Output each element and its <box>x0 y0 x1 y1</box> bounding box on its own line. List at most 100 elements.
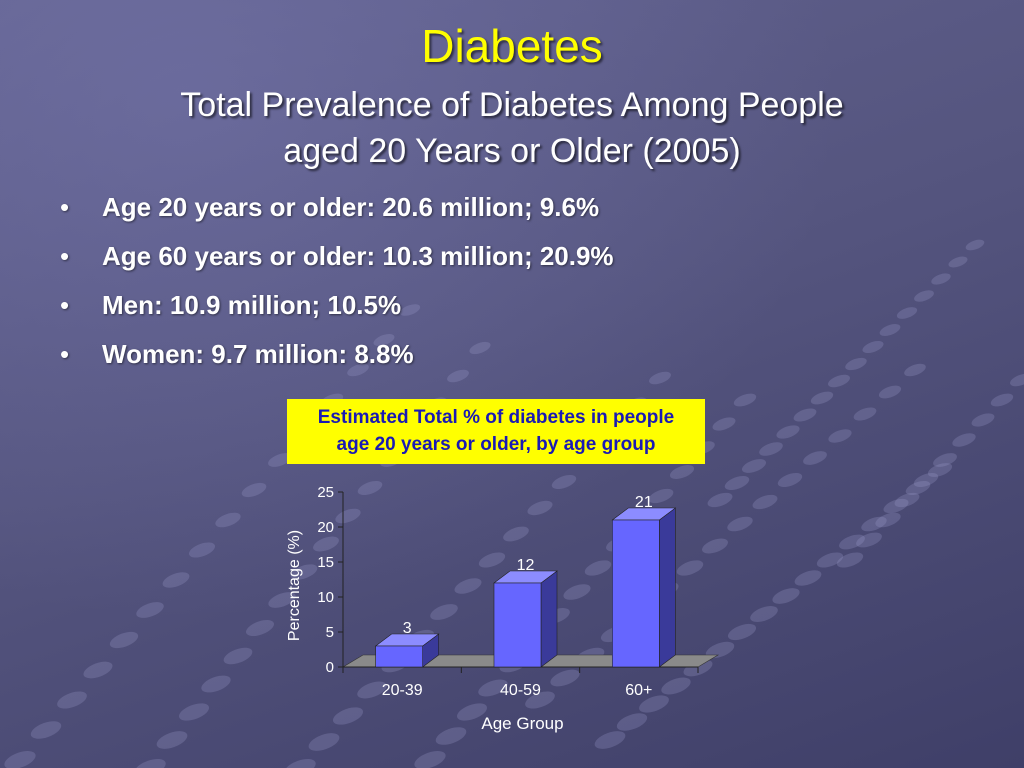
background-dot <box>913 473 939 487</box>
data-label: 12 <box>517 557 535 574</box>
bar-side <box>659 507 676 668</box>
background-dot <box>414 751 446 768</box>
y-tick-label: 20 <box>317 519 334 536</box>
background-dot <box>639 695 669 713</box>
bar-60+ <box>611 507 677 668</box>
background-dot <box>435 727 467 745</box>
bullet-icon: • <box>60 241 70 271</box>
background-dot <box>883 498 909 514</box>
bar-side <box>540 570 558 668</box>
background-dot <box>853 407 877 421</box>
background-dot <box>313 536 339 552</box>
bar-20-39 <box>374 633 440 668</box>
bar-front <box>493 582 542 668</box>
background-dot <box>616 713 648 731</box>
background-dot <box>836 552 864 568</box>
background-dot <box>793 408 817 422</box>
background-dot <box>794 570 822 586</box>
background-dot <box>676 560 704 576</box>
bar-chart: 0 5 10 15 20 25 3 20-39 12 40-59 21 60+ Age Group Per… <box>286 484 720 733</box>
background-dot <box>241 482 267 498</box>
background-dot <box>933 453 957 467</box>
bullet-item-age-20: • Age 20 years or older: 20.6 million; 9.… <box>60 186 614 235</box>
background-dot <box>57 691 87 709</box>
background-dot <box>927 463 953 477</box>
background-dot <box>478 679 508 697</box>
bullet-text: Age 20 years or older: 20.6 million; 9.6… <box>102 192 600 222</box>
background-dot <box>373 333 395 347</box>
y-tick-label: 5 <box>326 624 334 641</box>
background-dot <box>268 453 292 467</box>
bar-40-59 <box>493 570 558 668</box>
background-dot <box>828 374 850 388</box>
background-dot <box>896 307 918 319</box>
background-dot <box>777 473 803 487</box>
background-dot <box>727 516 753 532</box>
background-dot <box>223 647 253 665</box>
background-dot <box>357 681 387 699</box>
background-dot <box>551 474 577 490</box>
y-tick-label: 15 <box>317 554 334 571</box>
background-dot <box>649 371 671 385</box>
slide-title: Diabetes <box>421 20 603 72</box>
chart-title-box: Estimated Total % of diabetes in people … <box>287 399 705 464</box>
background-dot <box>456 703 488 721</box>
background-dot <box>215 512 241 528</box>
background-dot <box>727 623 757 641</box>
background-dot <box>914 290 934 302</box>
background-dot <box>705 641 735 659</box>
background-dot <box>162 572 190 588</box>
background-dot <box>931 273 951 285</box>
background-dot <box>550 669 580 687</box>
bullet-item-age-60: • Age 60 years or older: 10.3 million; 20… <box>60 235 614 284</box>
background-dot <box>83 661 113 679</box>
background-dot <box>594 731 626 749</box>
background-dot <box>399 304 421 316</box>
data-label: 3 <box>403 620 412 637</box>
bullet-text: Age 60 years or older: 10.3 million; 20.… <box>102 241 614 271</box>
bullet-list: • Age 20 years or older: 20.6 million; 9.… <box>60 186 614 382</box>
background-dot <box>357 480 383 496</box>
background-dot <box>284 758 316 768</box>
bullet-item-men: • Men: 10.9 million; 10.5% <box>60 284 614 333</box>
background-dot <box>990 393 1014 407</box>
data-label: 21 <box>635 494 653 511</box>
background-dot <box>948 256 968 268</box>
background-dot <box>702 538 728 554</box>
background-dot <box>430 604 458 620</box>
background-dot <box>503 526 529 542</box>
y-axis-title: Percentage (%) <box>286 530 303 641</box>
background-dot <box>661 677 691 695</box>
subtitle-line-1: Total Prevalence of Diabetes Among Peopl… <box>180 86 844 124</box>
background-dot <box>30 721 62 739</box>
background-dot <box>816 552 844 568</box>
background-dot <box>759 442 783 456</box>
background-dot <box>810 391 834 405</box>
background-dot <box>156 731 188 749</box>
background-dot <box>905 480 931 496</box>
bullet-icon: • <box>60 339 70 369</box>
background-dot <box>856 532 882 548</box>
background-dot <box>862 340 884 354</box>
bar-front <box>612 519 660 668</box>
background-dot <box>525 691 555 709</box>
background-dot <box>268 592 296 608</box>
background-dot <box>803 451 827 465</box>
slide-subtitle: Total Prevalence of Diabetes Among Peopl… <box>112 82 912 174</box>
bullet-text: Men: 10.9 million; 10.5% <box>102 290 402 320</box>
background-dot <box>971 413 995 427</box>
background-dot <box>772 588 800 604</box>
background-dot <box>724 475 750 491</box>
background-dot <box>894 492 920 508</box>
background-dot <box>527 500 553 516</box>
background-dot <box>828 429 852 443</box>
background-dot <box>776 425 800 439</box>
background-dot <box>563 584 591 600</box>
background-dot <box>584 560 612 576</box>
background-dot <box>469 341 491 355</box>
bullet-icon: • <box>60 192 70 222</box>
y-tick-label: 10 <box>317 589 334 606</box>
background-dot <box>478 552 506 568</box>
background-dot <box>965 239 985 251</box>
background-dot <box>1010 373 1024 387</box>
